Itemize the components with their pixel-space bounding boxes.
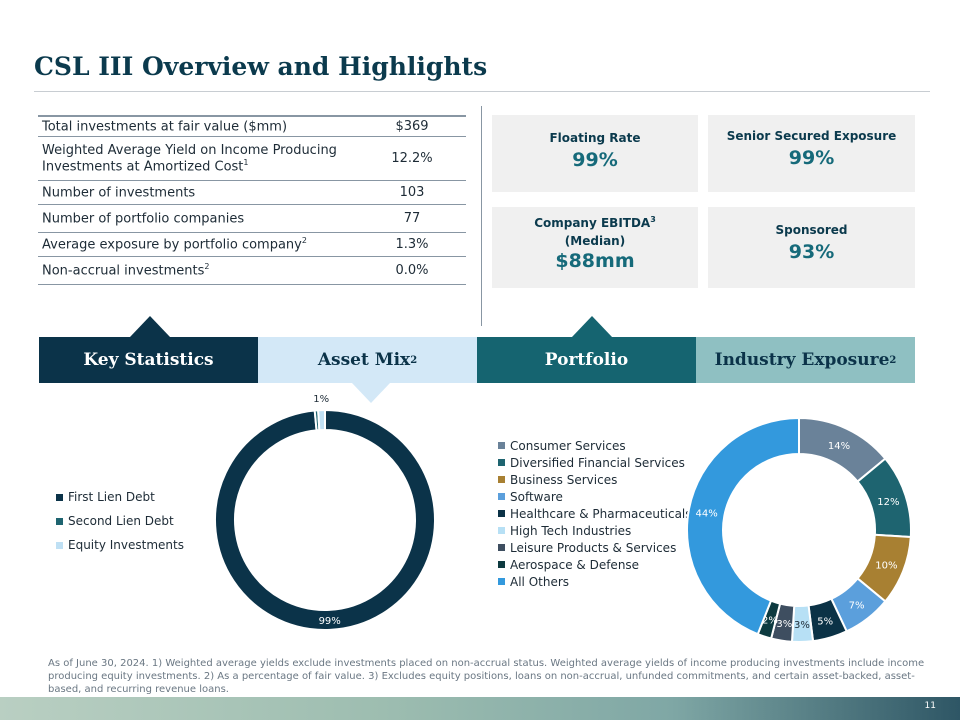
- slice-first-lien-debt: [214, 408, 436, 631]
- stat-row: Number of portfolio companies 77: [38, 205, 466, 233]
- floating-rate-box: Floating Rate 99%: [492, 115, 698, 192]
- legend-swatch: [56, 517, 63, 525]
- section-tabs: Key Statistics Asset Mix 2 Portfolio Industr…: [39, 337, 915, 383]
- pointer-key-statistics: [130, 316, 170, 337]
- sponsored-label: Sponsored: [775, 223, 848, 237]
- data-label: 99%: [319, 616, 341, 627]
- key-statistics-table: Total investments at fair value ($mm) $36…: [38, 115, 466, 285]
- stat-row: Non-accrual investments2 0.0%: [38, 257, 466, 285]
- legend-swatch: [498, 459, 505, 466]
- legend-item: Software: [498, 488, 692, 505]
- legend-swatch: [498, 476, 505, 483]
- stat-label: Number of portfolio companies: [42, 211, 245, 227]
- legend-item: All Others: [498, 573, 692, 590]
- legend-swatch: [56, 493, 63, 501]
- decorative-footer-band: [0, 697, 960, 720]
- data-label: 12%: [877, 497, 899, 508]
- divider: [481, 106, 482, 326]
- stat-label: Total investments at fair value ($mm): [42, 119, 288, 135]
- data-label: 10%: [875, 561, 897, 572]
- tab-portfolio[interactable]: Portfolio: [477, 337, 696, 383]
- ebitda-value: $88mm: [555, 250, 635, 272]
- data-label: 5%: [817, 616, 833, 627]
- legend-item: Aerospace & Defense: [498, 556, 692, 573]
- data-label: 1%: [313, 395, 329, 405]
- stat-label: Average exposure by portfolio company2: [42, 236, 307, 253]
- footnote: As of June 30, 2024. 1) Weighted average…: [48, 658, 925, 695]
- stat-value: 1.3%: [395, 237, 429, 252]
- data-label: 7%: [849, 600, 865, 611]
- stat-label: Number of investments: [42, 185, 196, 201]
- industry-legend: Consumer Services Diversified Financial S…: [498, 437, 692, 590]
- stat-value: 77: [403, 211, 421, 226]
- stat-value: 103: [399, 185, 425, 200]
- stat-row: Weighted Average Yield on Income Produci…: [38, 137, 466, 181]
- data-label: 2%: [762, 615, 778, 626]
- stat-row: Total investments at fair value ($mm) $36…: [38, 115, 466, 137]
- senior-secured-label: Senior Secured Exposure: [726, 129, 897, 143]
- divider: [34, 91, 930, 92]
- stat-row: Number of investments 103: [38, 181, 466, 205]
- stat-row: Average exposure by portfolio company2 1.…: [38, 233, 466, 257]
- legend-item: Business Services: [498, 471, 692, 488]
- slice-equity-investments: [317, 408, 326, 432]
- pointer-portfolio: [572, 316, 612, 337]
- tab-asset-mix[interactable]: Asset Mix 2: [258, 337, 477, 383]
- footnote-ref: 3: [650, 215, 656, 224]
- legend-swatch: [498, 544, 505, 551]
- floating-rate-label: Floating Rate: [549, 131, 641, 145]
- tab-pointers: [130, 316, 612, 403]
- tab-key-statistics[interactable]: Key Statistics: [39, 337, 258, 383]
- slice-all-others: [686, 416, 800, 636]
- legend-item: Leisure Products & Services: [498, 539, 692, 556]
- sponsored-value: 93%: [788, 241, 835, 263]
- legend-swatch: [498, 578, 505, 585]
- data-label: 44%: [696, 508, 718, 519]
- senior-secured-box: Senior Secured Exposure 99%: [708, 115, 915, 192]
- asset-mix-legend: First Lien Debt Second Lien Debt Equity In…: [56, 485, 184, 557]
- legend-swatch: [498, 510, 505, 517]
- page-title: CSL III Overview and Highlights: [34, 52, 488, 81]
- floating-rate-value: 99%: [572, 149, 618, 171]
- page-number: 11: [924, 701, 936, 711]
- tab-industry-exposure[interactable]: Industry Exposure 2: [696, 337, 915, 383]
- legend-item: Healthcare & Pharmaceuticals: [498, 505, 692, 522]
- senior-secured-value: 99%: [788, 147, 835, 169]
- legend-swatch: [56, 541, 63, 549]
- legend-item: Diversified Financial Services: [498, 454, 692, 471]
- stat-value: 0.0%: [395, 263, 429, 278]
- legend-item: Equity Investments: [56, 533, 184, 557]
- legend-swatch: [498, 527, 505, 534]
- sponsored-box: Sponsored 93%: [708, 207, 915, 288]
- data-label: 14%: [828, 441, 850, 452]
- ebitda-median-label: (Median): [564, 234, 626, 248]
- pointer-asset-mix: [352, 383, 390, 403]
- asset-mix-donut: 99% 1%: [214, 395, 436, 631]
- legend-swatch: [498, 561, 505, 568]
- legend-item: First Lien Debt: [56, 485, 184, 509]
- industry-donut: 14%12%10%7%5%3%3%2%44%: [686, 416, 912, 643]
- stat-label: Non-accrual investments2: [42, 262, 210, 279]
- legend-swatch: [498, 442, 505, 449]
- data-label: 3%: [794, 620, 810, 631]
- stat-value: 12.2%: [391, 151, 433, 166]
- legend-item: Consumer Services: [498, 437, 692, 454]
- legend-item: Second Lien Debt: [56, 509, 184, 533]
- ebitda-label: Company EBITDA: [534, 216, 651, 230]
- stat-value: $369: [395, 119, 429, 134]
- data-label: 3%: [776, 619, 792, 630]
- ebitda-box: Company EBITDA3 (Median) $88mm: [492, 207, 698, 288]
- legend-item: High Tech Industries: [498, 522, 692, 539]
- stat-label: Weighted Average Yield on Income Produci…: [42, 142, 337, 175]
- legend-swatch: [498, 493, 505, 500]
